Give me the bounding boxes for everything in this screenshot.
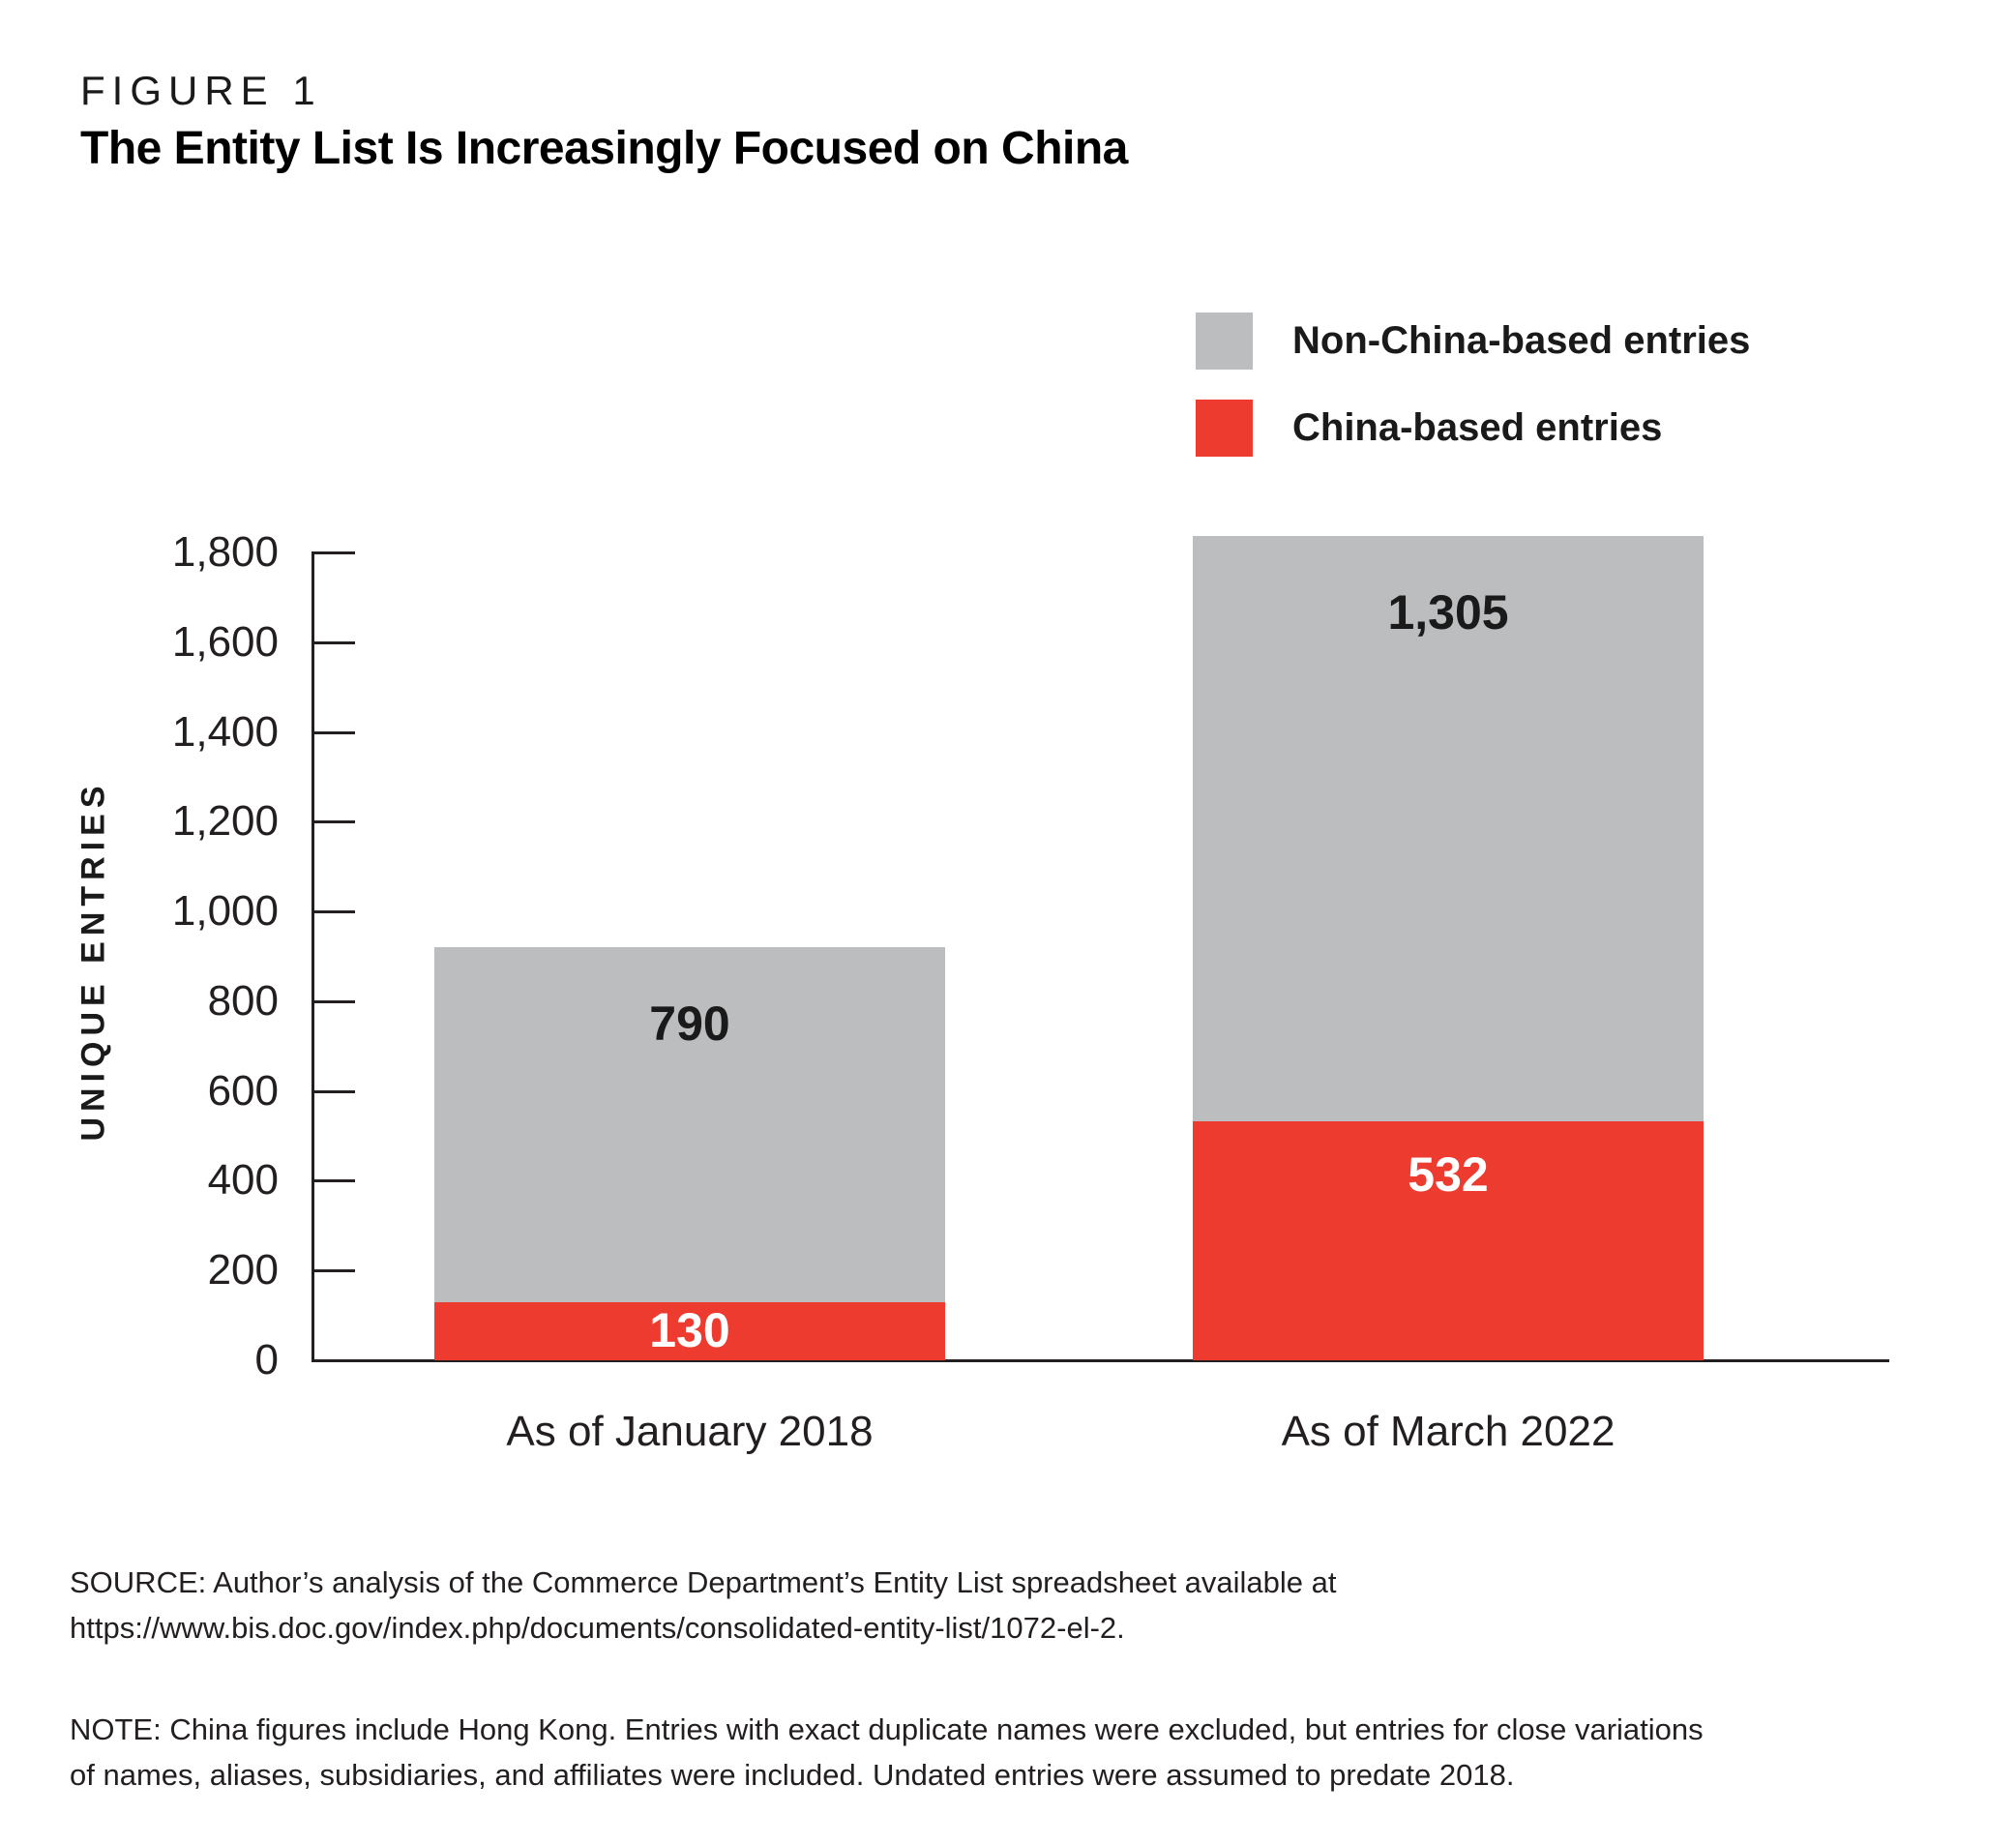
y-tick-label: 1,200 [171, 797, 279, 846]
y-tick [314, 1179, 355, 1183]
legend-label-china: China-based entries [1292, 406, 1663, 449]
bar-segment-china: 532 [1193, 1121, 1704, 1360]
y-tick [314, 999, 355, 1003]
y-tick-label: 800 [207, 976, 279, 1025]
note-line-1: NOTE: China figures include Hong Kong. E… [70, 1712, 1704, 1746]
source-line-2: https://www.bis.doc.gov/index.php/docume… [70, 1611, 1125, 1645]
x-category-label: As of March 2022 [1281, 1408, 1616, 1455]
note-text: NOTE: China figures include Hong Kong. E… [70, 1707, 1704, 1798]
legend: Non-China-based entries China-based entr… [1196, 312, 1750, 487]
legend-swatch-china [1196, 400, 1253, 457]
y-tick [314, 730, 355, 734]
bar-value-label: 532 [1408, 1147, 1489, 1203]
bar-segment-non-china: 1,305 [1193, 535, 1704, 1122]
y-tick-label: 1,600 [171, 617, 279, 666]
y-tick-label: 400 [207, 1156, 279, 1205]
y-tick-label: 200 [207, 1246, 279, 1294]
bar-segment-non-china: 790 [434, 947, 945, 1302]
bar-value-label: 130 [649, 1303, 730, 1358]
y-tick [314, 910, 355, 914]
y-tick-label: 600 [207, 1066, 279, 1115]
source-text: SOURCE: Author’s analysis of the Commerc… [70, 1560, 1337, 1651]
y-tick [314, 1089, 355, 1093]
y-tick-label: 0 [254, 1336, 279, 1384]
y-tick-label: 1,800 [171, 528, 279, 576]
y-tick-label: 1,000 [171, 887, 279, 936]
bar-segment-china: 130 [434, 1301, 945, 1360]
figure-title: The Entity List Is Increasingly Focused … [80, 123, 1128, 174]
source-line-1: SOURCE: Author’s analysis of the Commerc… [70, 1565, 1337, 1599]
y-tick [314, 551, 355, 554]
figure-number: FIGURE 1 [80, 68, 322, 113]
y-axis-line [311, 551, 314, 1361]
x-category-label: As of January 2018 [506, 1408, 874, 1455]
bar-value-label: 1,305 [1387, 584, 1509, 640]
legend-label-non-china: Non-China-based entries [1292, 319, 1751, 362]
y-tick [314, 640, 355, 644]
bar-value-label: 790 [649, 997, 730, 1052]
x-axis-line [311, 1359, 1889, 1362]
legend-item-non-china: Non-China-based entries [1196, 312, 1750, 370]
y-tick-label: 1,400 [171, 707, 279, 756]
y-tick [314, 1269, 355, 1273]
y-tick [314, 820, 355, 824]
legend-item-china: China-based entries [1196, 400, 1750, 457]
legend-swatch-non-china [1196, 312, 1253, 370]
note-line-2: of names, aliases, subsidiaries, and aff… [70, 1758, 1515, 1792]
